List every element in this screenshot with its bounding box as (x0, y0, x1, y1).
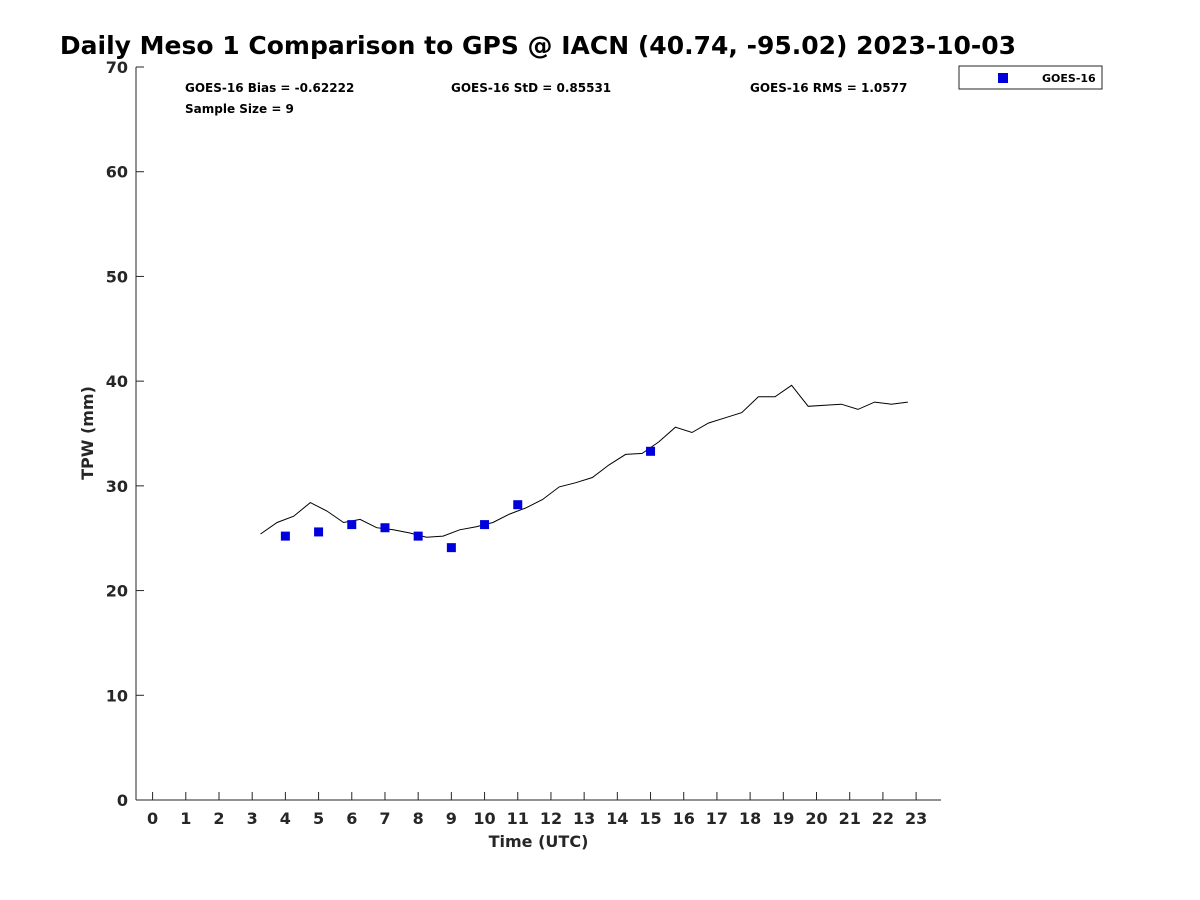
legend-label: GOES-16 (1042, 72, 1096, 85)
x-tick-label: 22 (872, 809, 894, 828)
y-axis-label: TPW (mm) (78, 386, 97, 480)
y-tick-label: 20 (106, 582, 128, 601)
y-tick-label: 40 (106, 372, 128, 391)
x-tick-label: 20 (805, 809, 827, 828)
legend-marker (998, 73, 1008, 83)
stat-sample-size: Sample Size = 9 (185, 102, 294, 116)
x-tick-label: 16 (673, 809, 695, 828)
x-tick-label: 10 (473, 809, 495, 828)
x-tick-label: 6 (346, 809, 357, 828)
x-tick-label: 9 (446, 809, 457, 828)
x-tick-label: 1 (180, 809, 191, 828)
stat-bias: GOES-16 Bias = -0.62222 (185, 81, 354, 95)
goes16-point (513, 500, 523, 510)
goes16-point (480, 520, 490, 530)
x-tick-label: 17 (706, 809, 728, 828)
chart-title: Daily Meso 1 Comparison to GPS @ IACN (4… (60, 31, 1016, 60)
x-tick-label: 14 (606, 809, 628, 828)
goes16-point (446, 543, 456, 553)
goes16-point (413, 531, 423, 541)
x-tick-label: 5 (313, 809, 324, 828)
x-tick-label: 12 (540, 809, 562, 828)
goes16-point (280, 531, 290, 541)
x-tick-label: 4 (280, 809, 291, 828)
x-tick-label: 21 (839, 809, 861, 828)
x-tick-label: 19 (772, 809, 794, 828)
x-tick-label: 8 (413, 809, 424, 828)
stat-rms: GOES-16 RMS = 1.0577 (750, 81, 907, 95)
y-tick-label: 0 (117, 791, 128, 810)
y-tick-label: 10 (106, 686, 128, 705)
x-tick-label: 7 (379, 809, 390, 828)
x-tick-label: 0 (147, 809, 158, 828)
legend-box (958, 65, 1103, 90)
x-tick-label: 2 (213, 809, 224, 828)
data-layer (260, 384, 908, 553)
y-tick-label: 60 (106, 163, 128, 182)
legend: GOES-16 (958, 65, 1103, 90)
y-tick-label: 30 (106, 477, 128, 496)
goes16-point (646, 446, 656, 456)
x-axis-label: Time (UTC) (489, 832, 589, 851)
x-tick-label: 23 (905, 809, 927, 828)
y-tick-label: 70 (106, 58, 128, 77)
stat-std: GOES-16 StD = 0.85531 (451, 81, 611, 95)
x-tick-label: 3 (247, 809, 258, 828)
goes16-point (380, 523, 390, 533)
gps-tpw-line (260, 384, 908, 538)
x-tick-label: 11 (507, 809, 529, 828)
x-tick-label: 15 (639, 809, 661, 828)
x-tick-label: 18 (739, 809, 761, 828)
x-tick-label: 13 (573, 809, 595, 828)
y-tick-label: 50 (106, 267, 128, 286)
goes16-point (314, 527, 324, 537)
goes16-point (347, 520, 357, 530)
